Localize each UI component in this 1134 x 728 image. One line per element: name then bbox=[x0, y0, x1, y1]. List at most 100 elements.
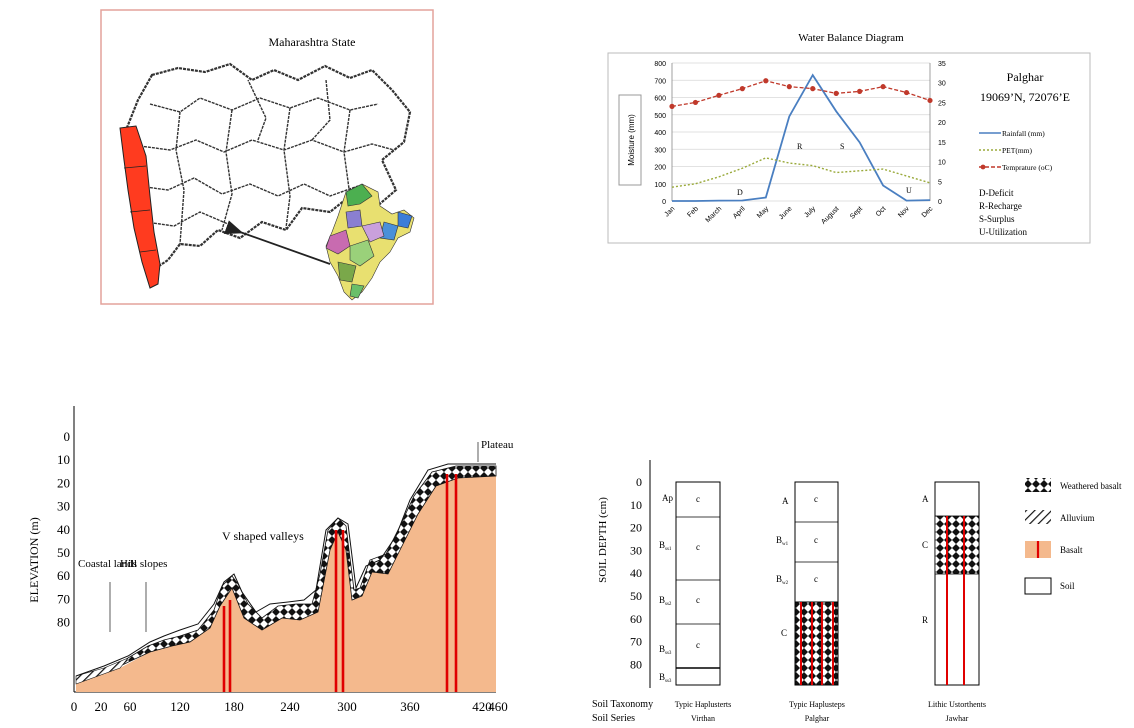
wb-temp-point bbox=[739, 86, 745, 92]
soil-y-tick: 50 bbox=[630, 589, 642, 603]
wb-series-line-0 bbox=[672, 73, 931, 202]
wb-y2-tick: 20 bbox=[938, 120, 946, 127]
elev-y-tick: 80 bbox=[57, 615, 70, 630]
legend-alluvium-swatch bbox=[1025, 510, 1051, 524]
soil-y-tick: 10 bbox=[630, 498, 642, 512]
svg-text:Jawhar: Jawhar bbox=[946, 714, 969, 723]
elev-x-tick: 20 bbox=[95, 699, 108, 714]
wb-y2-tick: 0 bbox=[938, 199, 942, 206]
svg-text:A: A bbox=[782, 496, 789, 506]
wb-y2-tick: 5 bbox=[938, 179, 942, 186]
arrow-left-icon bbox=[224, 220, 331, 265]
texture-labels: c c c c c c c bbox=[696, 494, 818, 650]
maharashtra-map-panel: Maharashtra State bbox=[100, 9, 434, 305]
wb-temp-point bbox=[903, 89, 910, 96]
svg-text:Typic Haplusterts: Typic Haplusterts bbox=[675, 700, 732, 709]
wb-coords: 19069’N, 72076’E bbox=[980, 90, 1070, 104]
profile-jawhar bbox=[934, 481, 980, 686]
elev-y-tick: 60 bbox=[57, 568, 70, 583]
elev-x-tick: 180 bbox=[224, 699, 244, 714]
soil-y-tick: 80 bbox=[630, 657, 642, 671]
svg-text:Soil: Soil bbox=[1060, 581, 1075, 591]
wb-station: Palghar bbox=[1007, 70, 1044, 84]
elev-x-tick: 360 bbox=[400, 699, 420, 714]
soil-y-label: SOIL DEPTH (cm) bbox=[597, 497, 609, 583]
svg-text:Bw2: Bw2 bbox=[776, 574, 789, 586]
wb-y-tick: 0 bbox=[662, 199, 666, 206]
map-title: Maharashtra State bbox=[269, 35, 356, 49]
wb-y-tick: 500 bbox=[654, 113, 666, 120]
wb-series-line-2 bbox=[671, 80, 931, 108]
svg-text:Virthan: Virthan bbox=[691, 714, 715, 723]
legend-temp: Temprature (oC) bbox=[1002, 163, 1053, 172]
wb-temp-point bbox=[810, 86, 816, 92]
key-surplus: S-Surplus bbox=[979, 214, 1015, 224]
india-inset-map bbox=[325, 183, 415, 301]
soil-profiles-panel: SOIL DEPTH (cm) 0 10 20 30 40 50 60 70 80 bbox=[592, 460, 1122, 724]
key-utilization: U-Utilization bbox=[979, 227, 1027, 237]
wb-temp-point bbox=[880, 84, 886, 90]
wb-temp-point bbox=[833, 90, 839, 96]
label-v-valleys: V shaped valleys bbox=[222, 529, 304, 543]
wb-key: D-Deficit R-Recharge S-Surplus U-Utiliza… bbox=[979, 188, 1027, 237]
svg-text:c: c bbox=[696, 494, 700, 504]
soil-legend: Weathered basalt Alluvium Basalt Soil bbox=[1024, 478, 1122, 595]
wb-y-tick: 100 bbox=[654, 182, 666, 189]
wb-y-tick: 600 bbox=[654, 96, 666, 103]
svg-text:Bw1: Bw1 bbox=[776, 535, 789, 547]
wb-legend: Rainfall (mm) PET(mm) Temprature (oC) bbox=[979, 129, 1053, 172]
svg-text:Bss1: Bss1 bbox=[659, 540, 672, 552]
svg-text:c: c bbox=[814, 494, 818, 504]
district-lines bbox=[137, 79, 395, 245]
wb-y-axis-label: Moisture (mm) bbox=[627, 114, 636, 166]
ground-surface bbox=[75, 463, 496, 677]
label-coastal-lands: Coastal lands bbox=[78, 558, 137, 570]
elev-y-label: ELEVATION (m) bbox=[27, 517, 41, 602]
wb-temp-point bbox=[669, 103, 675, 109]
wb-y2-tick: 35 bbox=[938, 61, 946, 68]
alluvium-layer bbox=[75, 657, 129, 685]
svg-text:Basalt: Basalt bbox=[1060, 545, 1083, 555]
elev-y-ticks: 0 10 20 30 40 50 60 70 80 bbox=[57, 429, 70, 630]
elev-x-tick: 240 bbox=[280, 699, 300, 714]
wb-y-tick: 700 bbox=[654, 78, 666, 85]
svg-text:Bss3: Bss3 bbox=[659, 644, 672, 656]
elevation-profile-panel: ELEVATION (m) 0 10 20 30 40 50 60 70 80 0 20 60 120… bbox=[27, 406, 514, 714]
elev-y-tick: 10 bbox=[57, 452, 70, 467]
svg-text:c: c bbox=[814, 535, 818, 545]
elev-x-tick: 0 bbox=[71, 699, 78, 714]
soil-y-tick: 70 bbox=[630, 635, 642, 649]
water-balance-panel: Water Balance Diagram 010020030040050060… bbox=[607, 32, 1091, 244]
profile-virthan bbox=[675, 481, 721, 686]
wb-frame bbox=[607, 52, 1091, 244]
legend-weathered-basalt-swatch bbox=[1025, 478, 1051, 492]
wb-y2-tick: 15 bbox=[938, 140, 946, 147]
wb-y-tick: 400 bbox=[654, 130, 666, 137]
zone-label-d: D bbox=[737, 188, 743, 197]
wb-y-tick: 800 bbox=[654, 61, 666, 68]
svg-text:Bss3: Bss3 bbox=[659, 672, 672, 684]
wb-temp-point bbox=[786, 84, 792, 90]
soil-taxonomy-label: Soil Taxonomy bbox=[592, 699, 653, 710]
wb-temp-point bbox=[716, 92, 722, 98]
wb-y-tick: 200 bbox=[654, 165, 666, 172]
wb-ylabel-box bbox=[618, 94, 642, 186]
svg-text:C: C bbox=[781, 628, 787, 638]
wb-y2-tick: 30 bbox=[938, 81, 946, 88]
elev-x-tick: 460 bbox=[488, 699, 508, 714]
svg-text:Bss2: Bss2 bbox=[659, 595, 672, 607]
coastal-strip bbox=[119, 125, 161, 289]
elev-y-tick: 0 bbox=[64, 429, 71, 444]
soil-y-tick: 30 bbox=[630, 543, 642, 557]
wb-y2-tick: 25 bbox=[938, 100, 946, 107]
svg-text:c: c bbox=[696, 595, 700, 605]
zone-label-r: R bbox=[797, 142, 803, 151]
soil-y-ticks: 0 10 20 30 40 50 60 70 80 bbox=[630, 475, 642, 671]
key-recharge: R-Recharge bbox=[979, 201, 1022, 211]
label-plateau: Plateau bbox=[481, 439, 514, 451]
svg-text:A: A bbox=[922, 494, 929, 504]
svg-text:Weathered basalt: Weathered basalt bbox=[1060, 481, 1122, 491]
wb-series-line-1 bbox=[671, 157, 931, 188]
